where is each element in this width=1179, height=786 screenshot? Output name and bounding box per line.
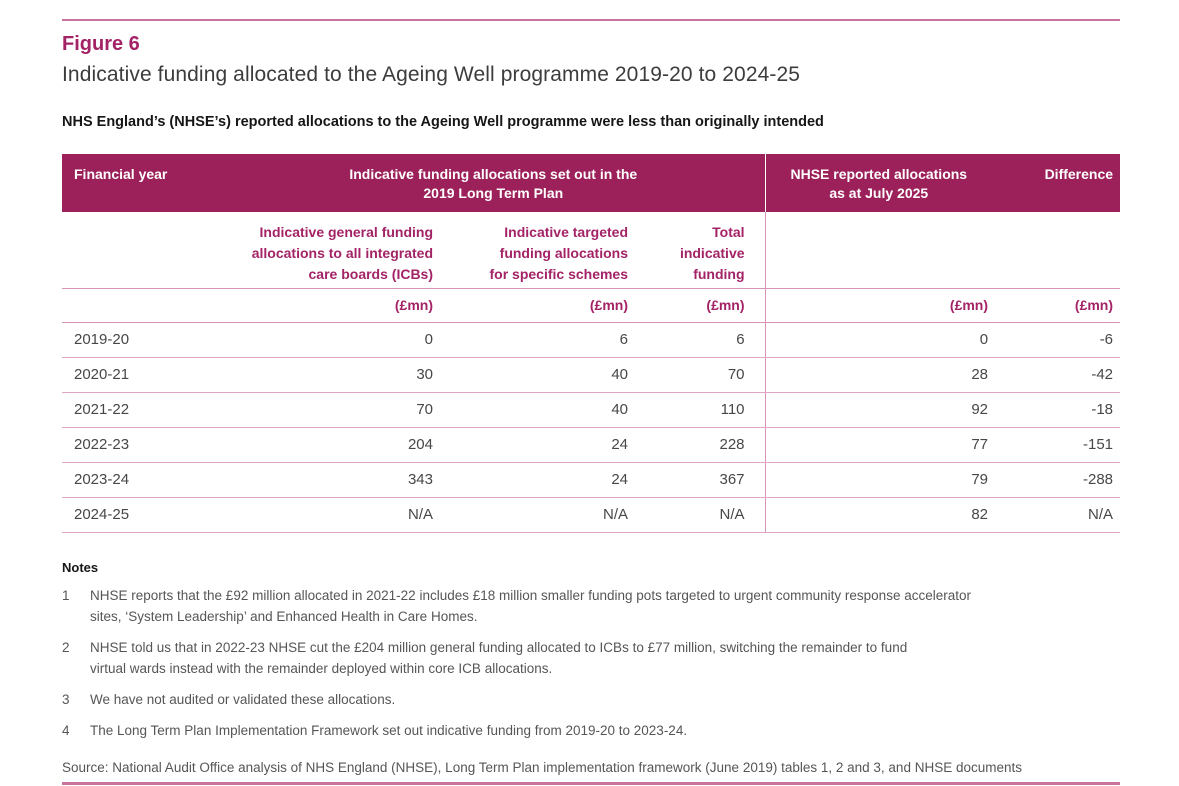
table-row: 2023-24 343 24 367 79 -288	[62, 462, 1121, 498]
cell-total: 70	[630, 357, 766, 393]
cell-targeted: 40	[437, 392, 630, 428]
table-row: 2019-20 0 6 6 0 -6	[62, 322, 1121, 358]
cell-reported: 92	[764, 392, 993, 428]
cell-total: N/A	[630, 497, 766, 533]
source-line: Source: National Audit Office analysis o…	[62, 759, 1022, 775]
note-item: 3 We have not audited or validated these…	[62, 689, 1120, 710]
table-row: 2021-22 70 40 110 92 -18	[62, 392, 1121, 428]
cell-difference: N/A	[992, 497, 1121, 533]
subheader-targeted: Indicative targeted funding allocations …	[437, 212, 630, 289]
notes-section: Notes 1 NHSE reports that the £92 millio…	[62, 560, 1120, 741]
cell-difference: -151	[992, 427, 1121, 463]
cell-targeted: 24	[437, 427, 630, 463]
unit-label: (£mn)	[630, 288, 766, 323]
subheader-empty	[764, 212, 993, 289]
cell-difference: -6	[992, 322, 1121, 358]
cell-year: 2021-22	[62, 392, 222, 428]
cell-year: 2020-21	[62, 357, 222, 393]
cell-total: 110	[630, 392, 766, 428]
note-text: The Long Term Plan Implementation Framew…	[90, 722, 688, 738]
cell-total: 228	[630, 427, 766, 463]
cell-targeted: 24	[437, 462, 630, 498]
cell-targeted: N/A	[437, 497, 630, 533]
figure-title: Indicative funding allocated to the Agei…	[62, 63, 801, 86]
unit-label: (£mn)	[764, 288, 993, 323]
unit-empty	[62, 288, 222, 323]
cell-general: 343	[222, 462, 437, 498]
note-number: 2	[62, 639, 70, 655]
unit-label: (£mn)	[222, 288, 437, 323]
header-nhse-reported: NHSE reported allocations as at July 202…	[764, 154, 993, 212]
cell-general: 30	[222, 357, 437, 393]
cell-total: 367	[630, 462, 766, 498]
header-financial-year: Financial year	[62, 154, 222, 212]
cell-general: N/A	[222, 497, 437, 533]
cell-targeted: 6	[437, 322, 630, 358]
figure-subtitle: NHS England’s (NHSE’s) reported allocati…	[62, 114, 824, 130]
notes-heading: Notes	[62, 559, 99, 575]
note-number: 1	[62, 587, 70, 603]
header-difference: Difference	[992, 154, 1121, 212]
subheader-empty	[992, 212, 1121, 289]
note-number: 3	[62, 691, 70, 707]
cell-reported: 82	[764, 497, 993, 533]
cell-difference: -42	[992, 357, 1121, 393]
table-row: 2024-25 N/A N/A N/A 82 N/A	[62, 497, 1121, 533]
cell-year: 2022-23	[62, 427, 222, 463]
subheader-empty	[62, 212, 222, 289]
note-text: NHSE told us that in 2022-23 NHSE cut th…	[90, 639, 908, 676]
header-ltp-group: Indicative funding allocations set out i…	[222, 154, 766, 212]
bottom-rule	[62, 781, 1120, 785]
table-unit-row: (£mn) (£mn) (£mn) (£mn) (£mn)	[62, 288, 1121, 323]
note-item: 2 NHSE told us that in 2022-23 NHSE cut …	[62, 637, 1120, 679]
cell-year: 2023-24	[62, 462, 222, 498]
note-number: 4	[62, 722, 70, 738]
cell-reported: 28	[764, 357, 993, 393]
cell-general: 70	[222, 392, 437, 428]
cell-reported: 79	[764, 462, 993, 498]
table-row: 2020-21 30 40 70 28 -42	[62, 357, 1121, 393]
unit-label: (£mn)	[437, 288, 630, 323]
cell-difference: -18	[992, 392, 1121, 428]
cell-general: 204	[222, 427, 437, 463]
cell-year: 2019-20	[62, 322, 222, 358]
note-text: We have not audited or validated these a…	[90, 691, 396, 707]
cell-reported: 0	[764, 322, 993, 358]
funding-table: Financial year Indicative funding alloca…	[62, 154, 1121, 533]
note-item: 1 NHSE reports that the £92 million allo…	[62, 585, 1120, 627]
table-row: 2022-23 204 24 228 77 -151	[62, 427, 1121, 463]
table-subheader-row: Indicative general funding allocations t…	[62, 212, 1121, 289]
cell-total: 6	[630, 322, 766, 358]
cell-year: 2024-25	[62, 497, 222, 533]
top-rule	[62, 19, 1120, 21]
cell-general: 0	[222, 322, 437, 358]
cell-reported: 77	[764, 427, 993, 463]
figure-number: Figure 6	[62, 33, 140, 55]
subheader-total: Total indicative funding	[630, 212, 766, 289]
subheader-general: Indicative general funding allocations t…	[222, 212, 437, 289]
note-item: 4 The Long Term Plan Implementation Fram…	[62, 720, 1120, 741]
cell-targeted: 40	[437, 357, 630, 393]
table-header-row: Financial year Indicative funding alloca…	[62, 154, 1121, 212]
note-text: NHSE reports that the £92 million alloca…	[90, 587, 971, 624]
cell-difference: -288	[992, 462, 1121, 498]
unit-label: (£mn)	[992, 288, 1121, 323]
figure-panel: Figure 6 Indicative funding allocated to…	[62, 0, 1121, 785]
